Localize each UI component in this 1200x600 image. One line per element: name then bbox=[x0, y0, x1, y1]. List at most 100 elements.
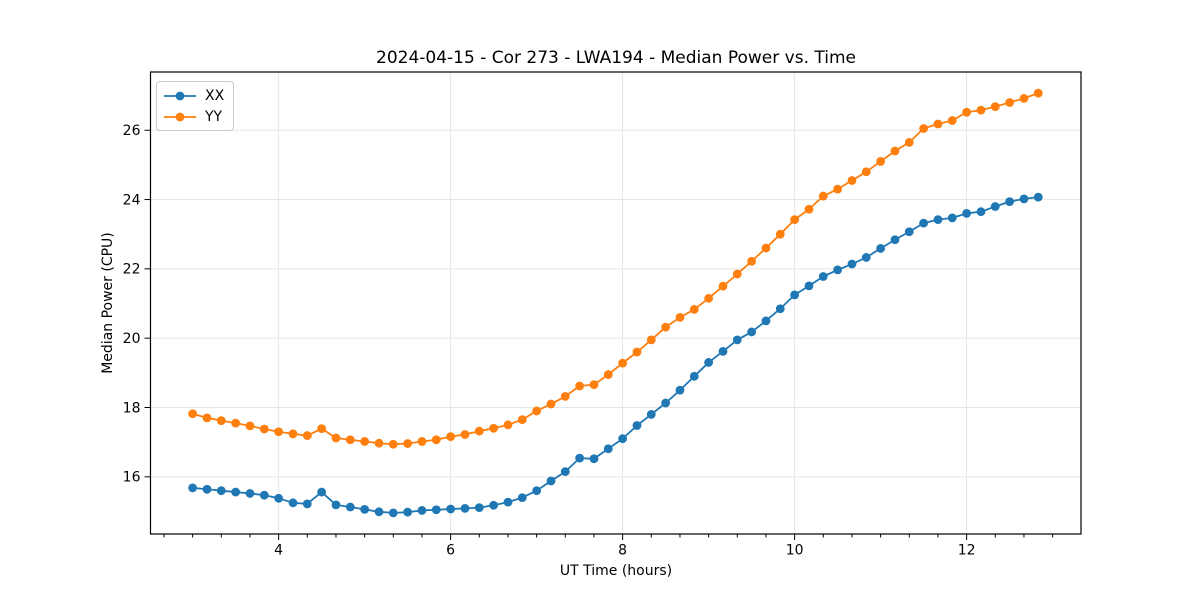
series-xx-point bbox=[431, 505, 441, 515]
legend-swatch-xx-icon bbox=[164, 91, 196, 100]
series-xx-point bbox=[861, 253, 871, 262]
series-yy-point bbox=[632, 347, 642, 357]
series-yy-point bbox=[962, 107, 972, 117]
series-xx-point bbox=[188, 483, 198, 493]
series-yy-point bbox=[188, 409, 198, 419]
series-xx-point bbox=[560, 467, 570, 477]
series-yy-point bbox=[1019, 93, 1029, 103]
series-yy-point bbox=[861, 167, 871, 177]
series-yy-point bbox=[216, 416, 226, 426]
series-xx-point bbox=[374, 507, 384, 517]
series-xx-point bbox=[403, 507, 413, 517]
series-xx-point bbox=[661, 398, 671, 408]
series-yy-point bbox=[274, 427, 284, 437]
series-yy-point bbox=[761, 243, 771, 253]
series-yy-point bbox=[546, 399, 556, 409]
series-yy-point bbox=[575, 381, 585, 391]
y-tick-label: 18 bbox=[123, 400, 141, 416]
series-xx-point bbox=[259, 490, 269, 500]
series-xx-point bbox=[345, 502, 355, 512]
series-yy-point bbox=[675, 312, 685, 322]
series-yy-point bbox=[718, 281, 728, 291]
series-xx-point bbox=[302, 499, 312, 509]
series-xx-point bbox=[890, 235, 900, 245]
legend: XX YY bbox=[156, 81, 235, 131]
series-xx-point bbox=[603, 444, 613, 454]
series-xx-point bbox=[990, 202, 1000, 211]
series-xx-point bbox=[503, 497, 513, 507]
series-yy-point bbox=[431, 435, 441, 445]
axis-ticks bbox=[144, 129, 1054, 540]
series-xx-point bbox=[933, 215, 943, 225]
series-yy-point bbox=[331, 433, 341, 443]
series-yy-point bbox=[202, 413, 212, 423]
series-yy-point bbox=[288, 429, 298, 439]
series-xx-point bbox=[288, 498, 298, 508]
series-yy-point bbox=[231, 418, 241, 428]
series-yy-point bbox=[704, 293, 714, 303]
series-xx-point bbox=[904, 227, 914, 237]
x-tick-label: 8 bbox=[618, 543, 627, 559]
series-yy-point bbox=[360, 437, 370, 446]
series-yy-point bbox=[474, 426, 484, 436]
series-yy-point bbox=[919, 124, 929, 133]
series-yy-point bbox=[976, 105, 986, 115]
series-xx-point bbox=[216, 486, 226, 496]
series-xx-point bbox=[546, 476, 556, 486]
series-yy-point bbox=[618, 358, 628, 368]
series-yy-point bbox=[904, 137, 914, 147]
series-xx-point bbox=[360, 504, 370, 514]
legend-label-yy: YY bbox=[205, 108, 223, 125]
series-yy-point bbox=[345, 435, 355, 445]
y-tick-label: 20 bbox=[123, 331, 141, 347]
series-xx-point bbox=[231, 487, 241, 497]
series-yy-point bbox=[947, 116, 957, 125]
series-yy bbox=[188, 88, 1043, 449]
series-xx-point bbox=[847, 259, 857, 269]
series-xx-point bbox=[589, 454, 599, 464]
series-xx-point bbox=[331, 500, 341, 510]
series-yy-point bbox=[603, 370, 613, 379]
series-xx-point bbox=[202, 484, 212, 494]
chart-title: 2024-04-15 - Cor 273 - LWA194 - Median P… bbox=[376, 48, 856, 68]
series-yy-point bbox=[460, 430, 470, 439]
series-xx-point bbox=[675, 385, 685, 395]
series-yy-point bbox=[1033, 88, 1043, 98]
series-yy-point bbox=[245, 421, 255, 431]
x-tick-label: 6 bbox=[446, 543, 455, 559]
series-xx-point bbox=[646, 410, 656, 419]
series-yy-point bbox=[732, 269, 742, 279]
series-yy-point bbox=[589, 380, 599, 390]
series-xx-point bbox=[919, 218, 929, 228]
series-yy-point bbox=[403, 439, 413, 448]
series-xx-point bbox=[804, 281, 814, 291]
series-xx-point bbox=[417, 506, 427, 515]
series-yy-point bbox=[503, 420, 513, 430]
legend-swatch-yy-icon bbox=[164, 112, 196, 121]
series-xx-point bbox=[718, 346, 728, 356]
series-xx-point bbox=[388, 508, 398, 518]
series-xx-point bbox=[575, 453, 585, 463]
series-xx-point bbox=[245, 489, 255, 498]
series-yy-point bbox=[847, 176, 857, 185]
legend-label-xx: XX bbox=[205, 87, 225, 104]
series-xx bbox=[188, 192, 1043, 518]
series-xx-point bbox=[747, 327, 757, 337]
y-tick-label: 22 bbox=[123, 262, 141, 278]
series-xx-point bbox=[618, 434, 628, 444]
series-xx-point bbox=[976, 207, 986, 217]
series-xx-point bbox=[962, 209, 972, 218]
series-xx-point bbox=[689, 371, 699, 381]
series-yy-point bbox=[890, 146, 900, 156]
series-xx-point bbox=[274, 493, 284, 503]
tick-labels: 4 6 8 10 12 16 18 20 22 24 26 bbox=[123, 123, 976, 559]
gridlines bbox=[150, 72, 1081, 534]
series-xx-point bbox=[517, 493, 527, 503]
legend-item-xx: XX bbox=[162, 85, 224, 106]
series-yy-point bbox=[388, 439, 398, 449]
series-yy-point bbox=[259, 424, 269, 434]
series-yy-point bbox=[818, 191, 828, 201]
x-tick-label: 4 bbox=[274, 543, 283, 559]
